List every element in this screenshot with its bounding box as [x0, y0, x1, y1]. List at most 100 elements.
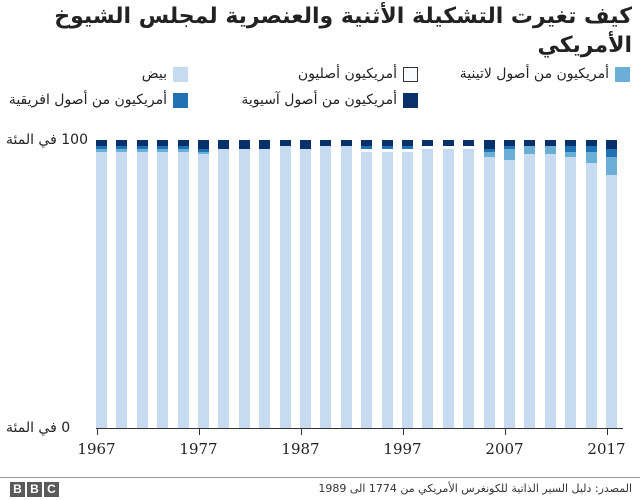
- x-tick: [96, 428, 98, 435]
- bar-segment-white: [300, 148, 311, 428]
- x-axis-line: [96, 428, 623, 429]
- bar-1979: [218, 140, 230, 428]
- bar-segment-hispanic: [544, 145, 556, 155]
- bar-segment-asian: [238, 140, 250, 149]
- bar-segment-hispanic: [177, 148, 189, 152]
- bar-segment-asian: [524, 140, 536, 146]
- x-tick: [504, 428, 506, 435]
- bar-segment-native: [422, 145, 434, 149]
- bar-segment-asian: [585, 140, 597, 146]
- bar-1971: [136, 140, 148, 428]
- bar-2009: [524, 140, 536, 428]
- bar-segment-asian: [422, 140, 434, 146]
- bar-segment-african: [585, 145, 597, 152]
- bar-segment-african: [565, 145, 577, 152]
- bar-segment-hispanic: [504, 148, 515, 161]
- legend-label: بيض: [141, 66, 167, 82]
- bar-segment-asian: [177, 140, 189, 146]
- bar-segment-white: [504, 160, 515, 428]
- bar-segment-hispanic: [483, 151, 495, 158]
- bar-segment-white: [361, 151, 373, 428]
- legend-swatch-white: [173, 66, 188, 82]
- bar-segment-asian: [218, 140, 230, 149]
- bar-1997: [402, 140, 413, 428]
- bar-segment-white: [524, 154, 536, 428]
- legend-item-native: أمريكيون أصليون: [298, 64, 418, 84]
- bar-segment-native: [463, 145, 475, 149]
- bar-segment-asian: [442, 140, 454, 146]
- legend-item-hispanic: أمريكيون من أصول لاتينية: [460, 64, 630, 84]
- bar-segment-asian: [361, 140, 373, 146]
- bar-segment-asian: [483, 140, 495, 149]
- bar-1967: [96, 140, 107, 428]
- x-tick-label: 2017: [587, 440, 626, 458]
- bar-segment-native: [381, 148, 393, 152]
- bar-segment-white: [157, 151, 169, 428]
- bar-1989: [320, 140, 332, 428]
- legend-label: أمريكيون من أصول افريقية: [8, 92, 167, 108]
- bar-segment-white: [96, 151, 107, 428]
- bar-segment-native: [442, 145, 454, 149]
- bar-segment-african: [96, 145, 107, 149]
- bar-segment-asian: [340, 140, 352, 146]
- bar-segment-african: [381, 145, 393, 149]
- x-tick: [606, 428, 608, 435]
- legend-item-white: بيض: [142, 64, 188, 84]
- bar-1981: [238, 140, 250, 428]
- bar-segment-white: [238, 148, 250, 428]
- x-tick: [300, 428, 302, 435]
- bar-segment-white: [585, 163, 597, 428]
- bar-segment-african: [198, 148, 209, 152]
- bar-segment-african: [116, 145, 128, 149]
- bar-segment-white: [116, 151, 128, 428]
- bar-segment-african: [136, 145, 148, 149]
- bar-segment-hispanic: [524, 145, 536, 155]
- bar-segment-hispanic: [157, 148, 169, 152]
- bar-segment-african: [606, 148, 617, 158]
- bar-segment-white: [442, 148, 454, 428]
- x-tick-label: 1977: [179, 440, 218, 458]
- x-tick-label: 1987: [281, 440, 320, 458]
- bar-segment-white: [606, 174, 617, 428]
- bar-segment-white: [340, 145, 352, 428]
- bar-segment-asian: [402, 140, 413, 146]
- bar-segment-asian: [381, 140, 393, 146]
- bar-segment-african: [504, 145, 515, 149]
- bbc-logo: B B C: [10, 482, 59, 497]
- x-tick-label: 1967: [77, 440, 116, 458]
- bar-1977: [198, 140, 209, 428]
- legend-swatch-hispanic: [615, 66, 630, 82]
- bar-segment-african: [361, 145, 373, 149]
- bar-segment-asian: [279, 140, 291, 146]
- bar-2015: [585, 140, 597, 428]
- bar-segment-hispanic: [96, 148, 107, 152]
- bar-segment-white: [402, 151, 413, 428]
- bar-segment-asian: [504, 140, 515, 146]
- bar-segment-asian: [544, 140, 556, 146]
- bar-1969: [116, 140, 128, 428]
- logo-letter: C: [44, 482, 59, 497]
- bar-segment-white: [422, 148, 434, 428]
- legend-label: أمريكيون أصليون: [297, 66, 397, 82]
- bar-segment-hispanic: [198, 151, 209, 155]
- bar-2005: [483, 140, 495, 428]
- bar-segment-asian: [300, 140, 311, 149]
- bar-segment-asian: [606, 140, 617, 149]
- bar-segment-native: [402, 148, 413, 152]
- bar-segment-asian: [198, 140, 209, 149]
- bar-segment-asian: [320, 140, 332, 146]
- bar-segment-white: [483, 157, 495, 428]
- bar-segment-white: [320, 145, 332, 428]
- bar-segment-white: [136, 151, 148, 428]
- bar-segment-hispanic: [136, 148, 148, 152]
- legend-swatch-native: [403, 66, 418, 82]
- bar-segment-white: [259, 148, 271, 428]
- legend-swatch-african: [173, 92, 188, 108]
- bar-segment-hispanic: [565, 151, 577, 158]
- y-axis-label-bottom: 0 في المئة: [6, 420, 71, 436]
- bar-segment-african: [177, 145, 189, 149]
- bar-1973: [157, 140, 169, 428]
- legend-item-asian: أمريكيون من أصول آسيوية: [241, 90, 418, 110]
- bar-2017: [606, 140, 617, 428]
- x-tick-label: 1997: [383, 440, 422, 458]
